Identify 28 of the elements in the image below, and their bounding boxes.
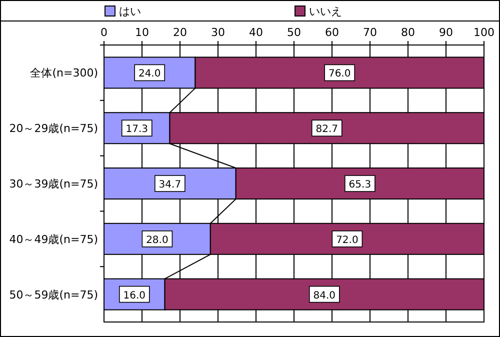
x-tick-label: 30 [211,26,225,39]
x-tick-label: 70 [363,26,377,39]
y-tick-label: 20～29歳(n=75) [9,122,98,136]
data-label: 28.0 [146,234,168,246]
x-tick-label: 60 [325,26,339,39]
x-tick-label: 0 [100,26,108,39]
data-label: 72.0 [336,234,358,246]
y-tick-label: 全体(n=300) [30,66,98,80]
data-label: 17.3 [126,124,148,136]
x-tick-label: 40 [249,26,263,39]
data-label: 82.7 [316,124,338,136]
y-tick-label: 50～59歳(n=75) [9,288,98,302]
x-tick-label: 20 [173,26,187,39]
legend-label: はい [119,5,141,18]
data-label: 65.3 [348,180,372,190]
y-tick-label: 30～39歳(n=75) [9,178,98,190]
data-label: 76.0 [328,68,351,80]
x-tick-label: 100 [474,26,494,39]
x-tick-label: 10 [135,26,149,39]
x-tick-label: 80 [401,26,415,39]
x-tick-label: 50 [287,26,301,39]
legend-label: いいえ [309,5,342,18]
data-label: 34.7 [158,180,182,190]
y-tick-label: 40～49歳(n=75) [9,232,98,246]
data-label: 84.0 [313,290,336,302]
x-tick-label: 90 [439,26,453,39]
data-label: 16.0 [123,290,146,302]
data-label: 24.0 [138,68,161,80]
